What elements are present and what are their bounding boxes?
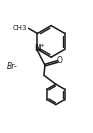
Text: O: O	[57, 56, 63, 65]
Text: +: +	[39, 43, 44, 48]
Text: N: N	[35, 44, 41, 53]
Text: CH3: CH3	[12, 25, 27, 31]
Text: Br-: Br-	[7, 62, 17, 71]
